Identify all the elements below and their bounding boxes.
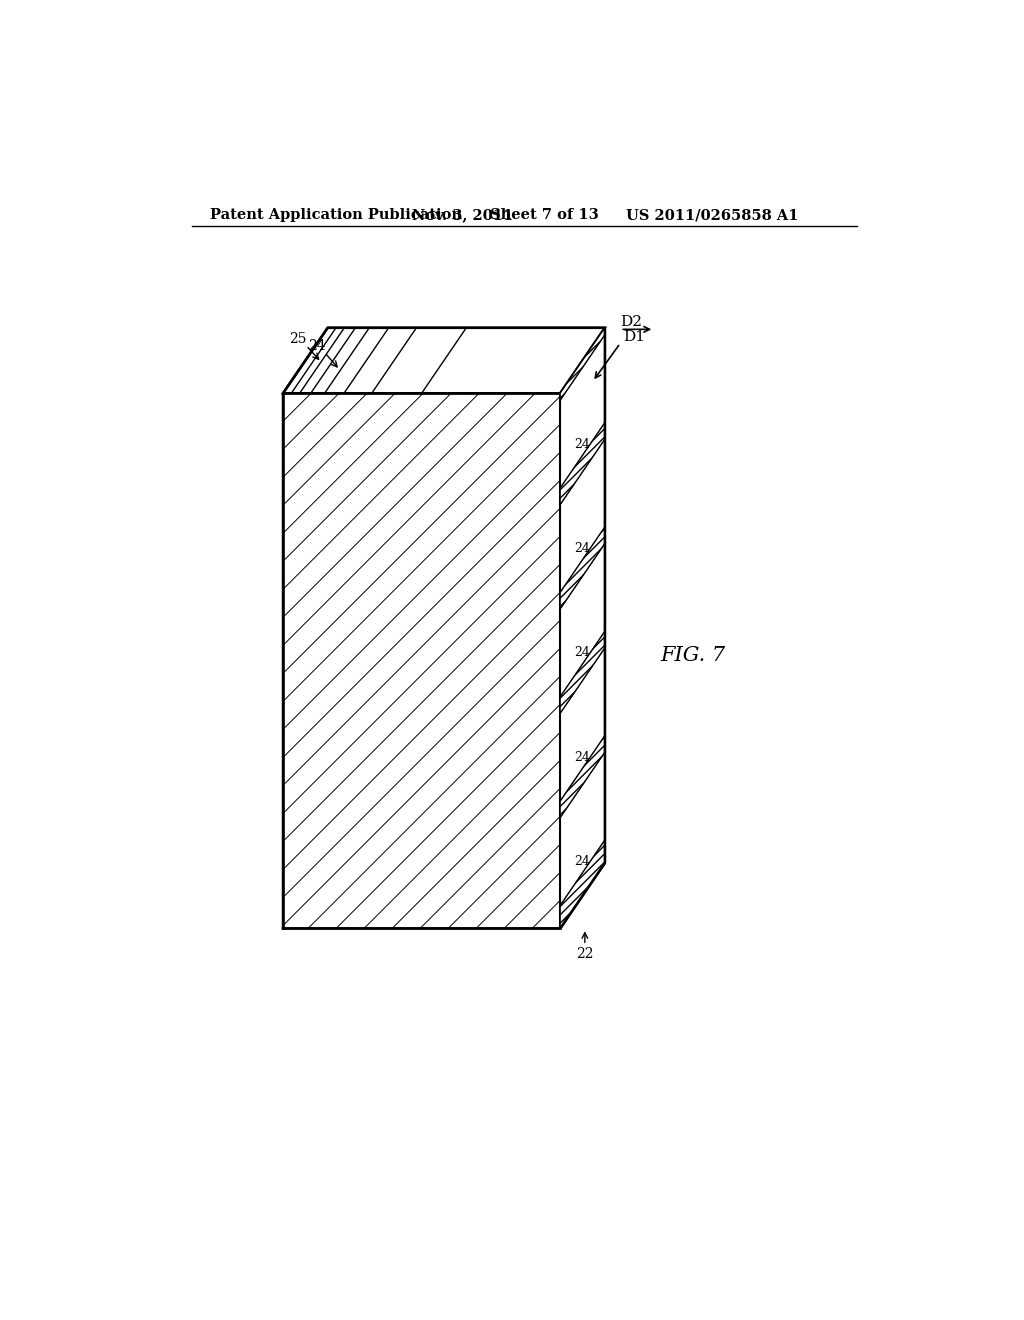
Polygon shape [560,327,605,400]
Text: US 2011/0265858 A1: US 2011/0265858 A1 [626,209,798,223]
Text: 24: 24 [574,751,591,764]
Text: 24: 24 [574,647,591,659]
Polygon shape [560,334,605,488]
Polygon shape [560,544,605,697]
Text: 22: 22 [577,946,594,961]
Text: D2: D2 [621,315,642,330]
Polygon shape [560,422,605,504]
Polygon shape [560,752,605,906]
Polygon shape [560,841,605,928]
Text: 24: 24 [308,339,326,354]
Polygon shape [283,327,605,393]
Text: Patent Application Publication: Patent Application Publication [210,209,462,223]
Polygon shape [560,327,605,928]
Text: 24: 24 [574,855,591,869]
Text: 25: 25 [289,333,306,346]
Polygon shape [560,631,605,713]
Polygon shape [560,735,605,817]
Text: D1: D1 [624,330,645,345]
Polygon shape [560,527,605,609]
Polygon shape [560,438,605,593]
Polygon shape [560,648,605,801]
Text: FIG. 7: FIG. 7 [660,645,725,664]
Text: Nov. 3, 2011: Nov. 3, 2011 [412,209,513,223]
Text: Sheet 7 of 13: Sheet 7 of 13 [490,209,599,223]
Text: 24: 24 [574,438,591,450]
Text: 24: 24 [574,543,591,554]
Polygon shape [283,393,560,928]
